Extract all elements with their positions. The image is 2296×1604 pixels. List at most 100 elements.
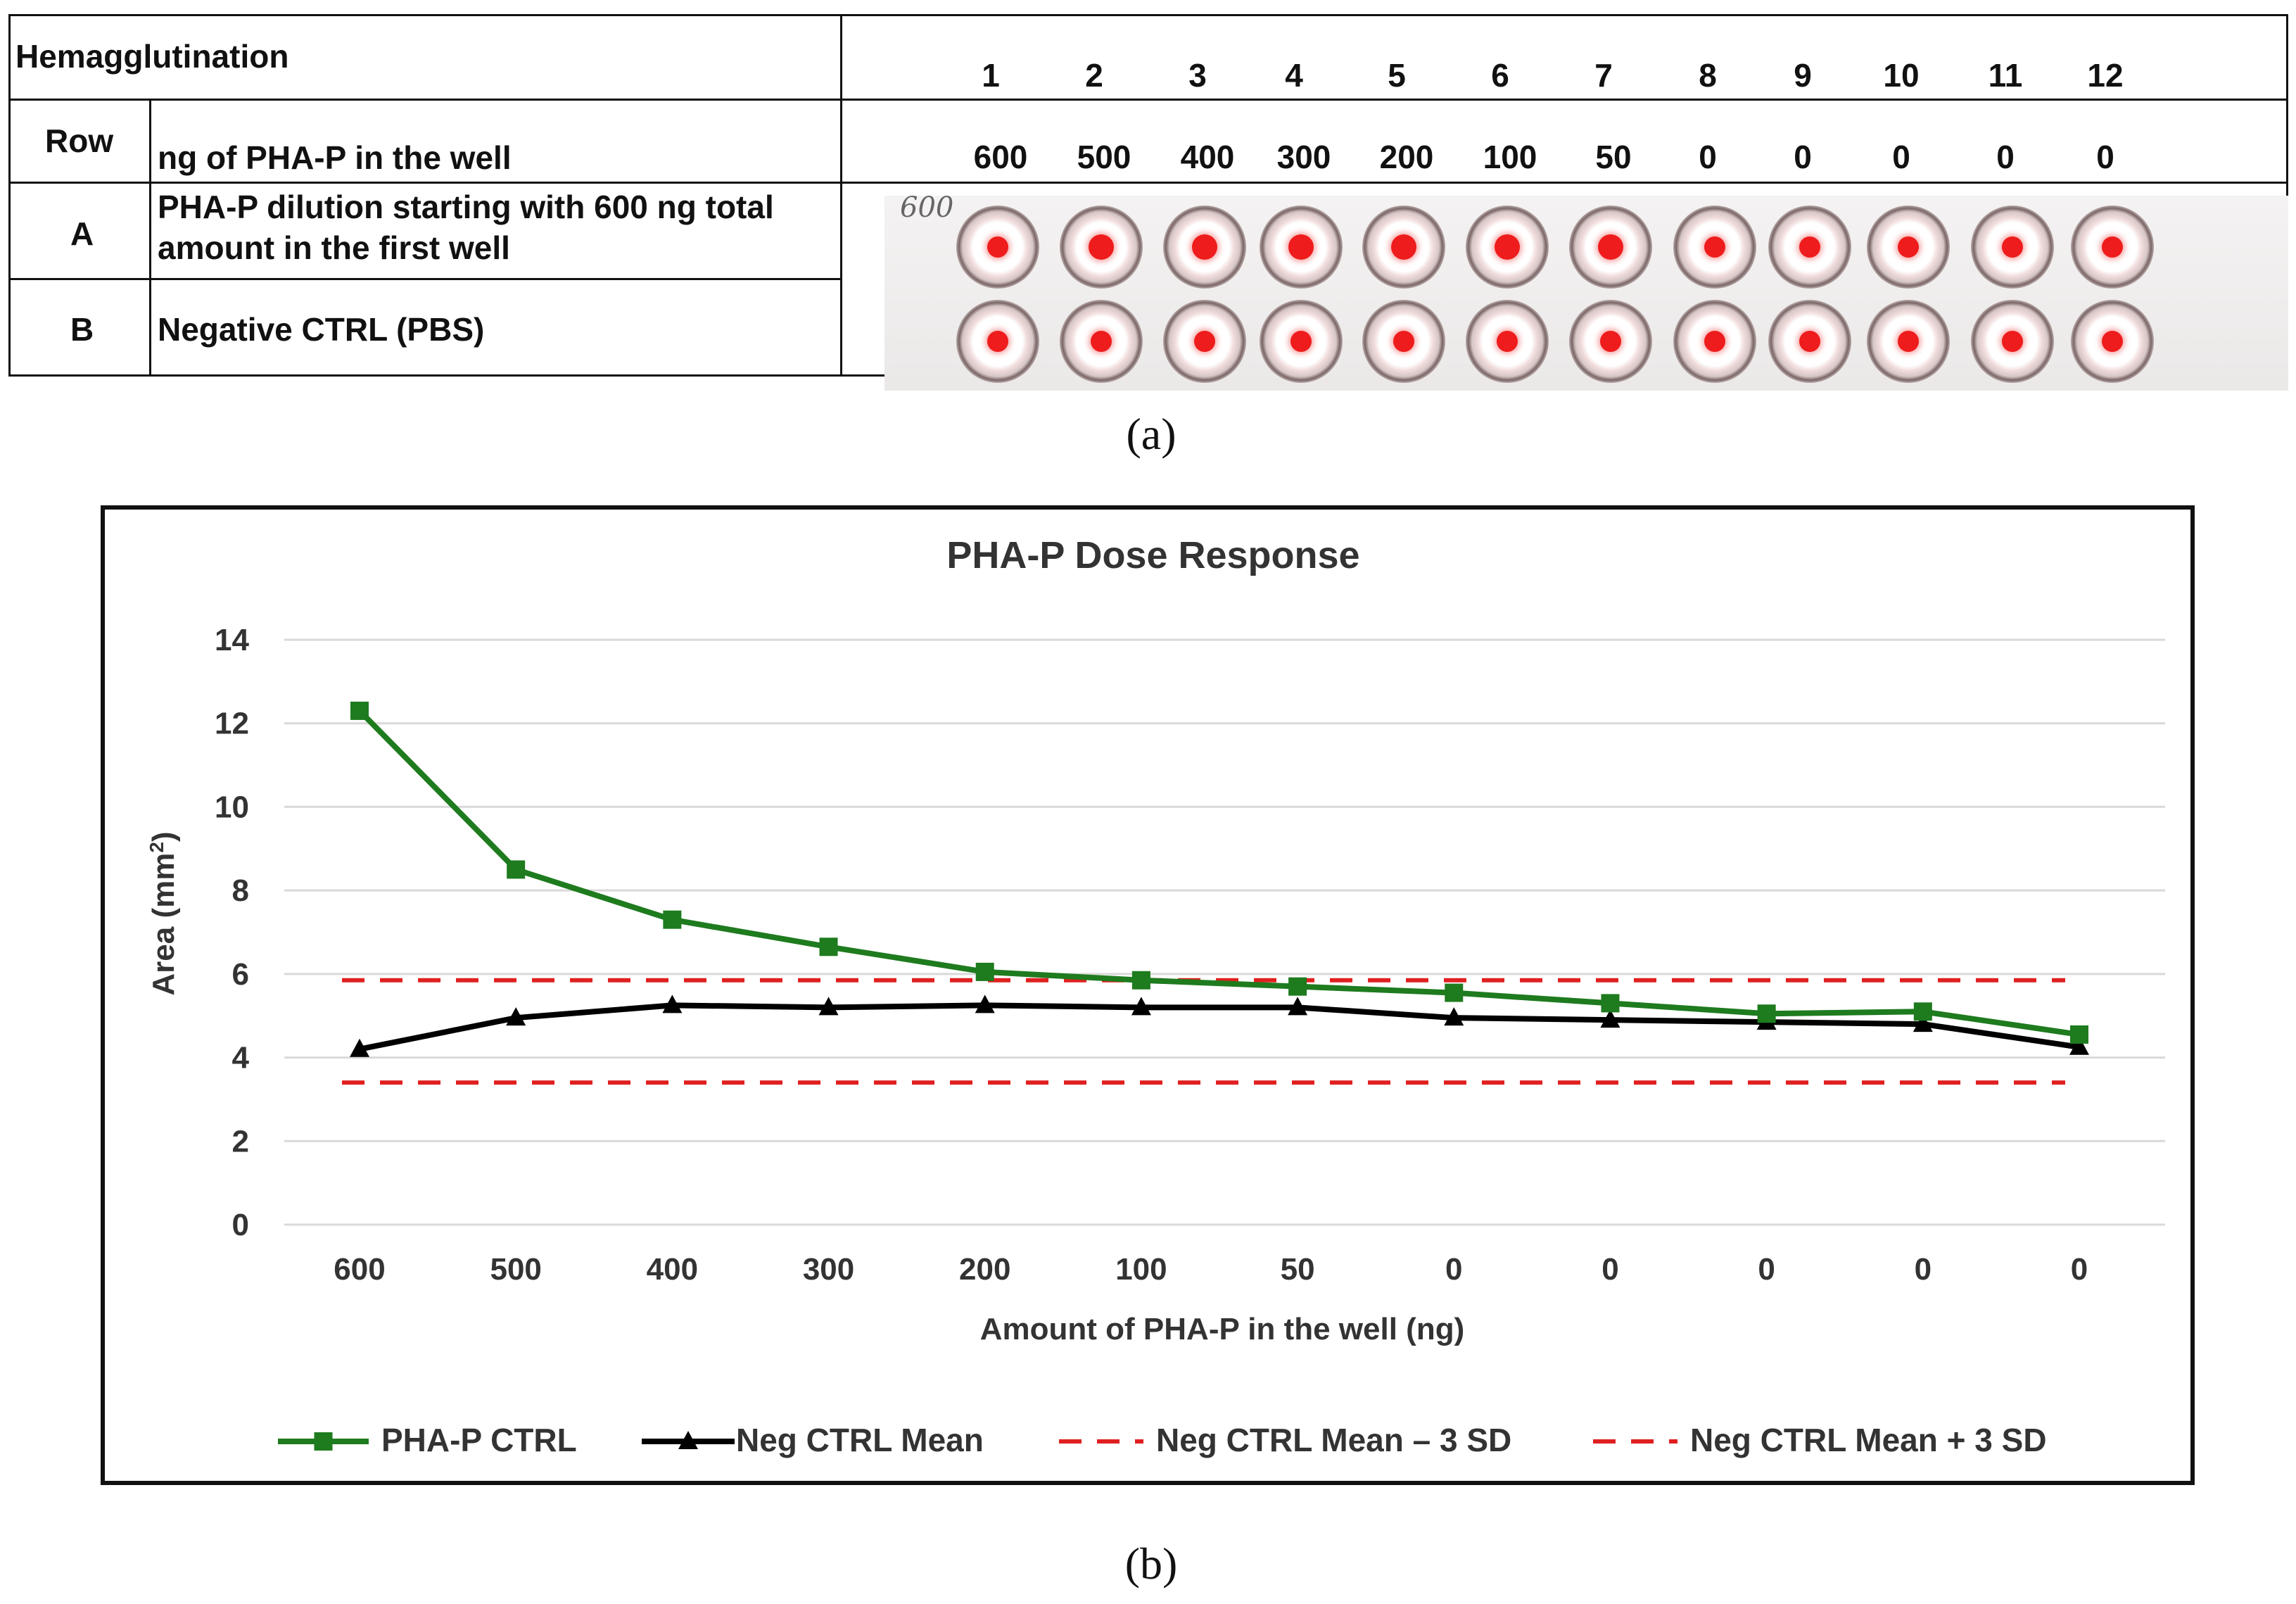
well-a10 bbox=[1867, 206, 1950, 289]
data-point bbox=[663, 910, 682, 929]
x-tick-label: 100 bbox=[1115, 1252, 1167, 1287]
column-number: 6 bbox=[1491, 57, 1509, 94]
ng-value: 400 bbox=[1180, 139, 1235, 175]
well-a7 bbox=[1569, 206, 1652, 289]
x-tick-label: 0 bbox=[1758, 1252, 1775, 1287]
data-point bbox=[818, 997, 839, 1016]
rbc-button bbox=[1898, 236, 1919, 258]
data-point bbox=[2070, 1025, 2088, 1044]
chart-frame: PHA-P Dose Response 0 2 4 6 8 10 12 14 600 500 40… bbox=[101, 505, 2195, 1485]
table-divider bbox=[8, 182, 2288, 184]
well-a3 bbox=[1163, 206, 1246, 289]
x-tick-label: 500 bbox=[490, 1252, 541, 1287]
data-point bbox=[1601, 994, 1620, 1013]
caption-b: (b) bbox=[1124, 1539, 1178, 1589]
data-point bbox=[975, 994, 995, 1013]
well-b5 bbox=[1362, 300, 1445, 383]
data-point bbox=[1288, 977, 1307, 996]
data-point bbox=[819, 937, 838, 956]
rbc-button bbox=[1194, 331, 1215, 352]
ng-value: 0 bbox=[2096, 139, 2114, 175]
ng-value: 50 bbox=[1595, 139, 1632, 175]
ng-value: 300 bbox=[1276, 139, 1331, 175]
row-a-description: PHA-P dilution starting with 600 ng tota… bbox=[158, 189, 774, 266]
series-lines bbox=[342, 709, 2080, 1085]
data-point bbox=[1913, 1013, 1933, 1033]
column-number: 5 bbox=[1388, 57, 1406, 94]
legend-label: PHA-P CTRL bbox=[381, 1422, 577, 1458]
well-b8 bbox=[1673, 300, 1756, 383]
y-tick-label: 12 bbox=[215, 707, 249, 741]
rbc-button bbox=[1290, 331, 1312, 352]
column-number: 7 bbox=[1594, 57, 1613, 94]
well-b11 bbox=[1971, 300, 2054, 383]
data-point bbox=[350, 1038, 369, 1057]
ng-value: 600 bbox=[973, 139, 1028, 175]
rbc-button bbox=[987, 331, 1008, 352]
well-a1 bbox=[956, 206, 1039, 289]
ng-value: 500 bbox=[1077, 139, 1131, 175]
data-point bbox=[2069, 1036, 2089, 1055]
x-tick-label: 600 bbox=[334, 1252, 385, 1287]
y-axis-label-base: Area (mm bbox=[146, 853, 181, 996]
table-divider bbox=[149, 99, 151, 377]
rbc-button bbox=[1704, 331, 1725, 352]
legend-marker bbox=[314, 1432, 333, 1451]
row-a-label: A bbox=[70, 215, 94, 252]
data-point bbox=[506, 1007, 526, 1026]
rbc-button bbox=[1799, 331, 1820, 352]
x-tick-label: 400 bbox=[647, 1252, 698, 1287]
y-tick-labels: 0 2 4 6 8 10 12 14 bbox=[215, 623, 249, 1242]
rbc-button bbox=[1391, 234, 1416, 260]
y-axis-label: Area (mm2) bbox=[146, 831, 182, 995]
data-point bbox=[507, 860, 526, 879]
data-point bbox=[1600, 1009, 1620, 1028]
ng-value: 0 bbox=[1699, 139, 1717, 175]
column-number: 12 bbox=[2087, 57, 2124, 94]
rbc-button bbox=[2002, 331, 2023, 352]
legend-label: Neg CTRL Mean – 3 SD bbox=[1156, 1422, 1511, 1458]
rbc-button bbox=[1898, 331, 1919, 352]
data-point bbox=[1444, 1007, 1464, 1026]
rbc-button bbox=[1495, 234, 1520, 260]
series-line bbox=[359, 1002, 2080, 1052]
data-point bbox=[1445, 983, 1464, 1002]
rbc-button bbox=[2102, 236, 2123, 258]
plate-handwriting: 600 bbox=[900, 196, 954, 224]
data-point bbox=[1288, 997, 1308, 1016]
rbc-button bbox=[1089, 234, 1114, 260]
y-tick-label: 0 bbox=[232, 1208, 249, 1242]
data-point bbox=[1131, 971, 1150, 990]
table-border-right bbox=[2286, 14, 2288, 377]
well-b2 bbox=[1060, 300, 1143, 383]
ng-value: 200 bbox=[1379, 139, 1434, 175]
table-divider bbox=[840, 14, 842, 377]
ng-header: ng of PHA-P in the well bbox=[158, 139, 512, 176]
rbc-button bbox=[2102, 331, 2123, 352]
well-a9 bbox=[1768, 206, 1851, 289]
legend-label: Neg CTRL Mean + 3 SD bbox=[1690, 1422, 2047, 1458]
rbc-button bbox=[1497, 331, 1518, 352]
x-tick-label: 200 bbox=[959, 1252, 1010, 1287]
rbc-button bbox=[1704, 236, 1725, 258]
well-b9 bbox=[1768, 300, 1851, 383]
x-tick-label: 300 bbox=[803, 1252, 854, 1287]
x-tick-label: 0 bbox=[2071, 1252, 2088, 1287]
well-a6 bbox=[1466, 206, 1549, 289]
well-b1 bbox=[956, 300, 1039, 383]
column-number: 9 bbox=[1794, 57, 1812, 94]
chart-title: PHA-P Dose Response bbox=[946, 534, 1359, 576]
ng-value: 0 bbox=[1996, 139, 2015, 175]
series-line bbox=[357, 709, 2080, 1037]
well-b4 bbox=[1260, 300, 1343, 383]
well-b3 bbox=[1163, 300, 1246, 383]
plate-photo: 600 bbox=[884, 196, 2288, 391]
well-b10 bbox=[1867, 300, 1950, 383]
x-axis-label: Amount of PHA-P in the well (ng) bbox=[980, 1312, 1464, 1346]
column-number: 3 bbox=[1188, 57, 1207, 94]
y-axis-label-close: ) bbox=[146, 831, 181, 842]
ng-value: 0 bbox=[1892, 139, 1910, 175]
table-title: Hemagglutination bbox=[15, 38, 289, 75]
rbc-button bbox=[1799, 236, 1820, 258]
